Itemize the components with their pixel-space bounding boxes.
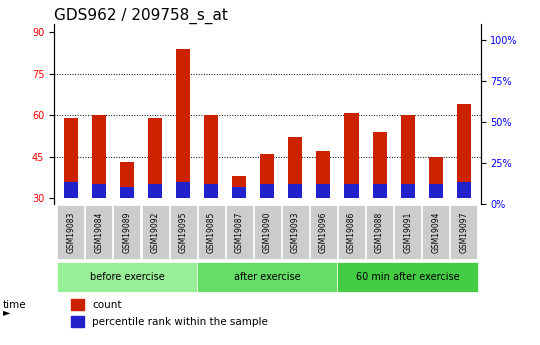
Text: count: count: [92, 300, 122, 310]
FancyBboxPatch shape: [198, 205, 225, 259]
FancyBboxPatch shape: [338, 205, 365, 259]
Bar: [120, 187, 134, 198]
Text: time: time: [3, 300, 26, 310]
FancyBboxPatch shape: [254, 205, 281, 259]
Text: GSM19083: GSM19083: [66, 211, 76, 253]
Text: GSM19091: GSM19091: [403, 211, 412, 253]
Text: GSM19084: GSM19084: [94, 211, 103, 253]
Bar: [288, 137, 302, 198]
Bar: [120, 162, 134, 198]
Text: after exercise: after exercise: [234, 272, 301, 282]
FancyBboxPatch shape: [113, 205, 140, 259]
Text: GDS962 / 209758_s_at: GDS962 / 209758_s_at: [54, 8, 228, 24]
FancyBboxPatch shape: [226, 205, 253, 259]
Text: GSM19097: GSM19097: [459, 211, 468, 253]
Bar: [316, 184, 330, 198]
Text: GSM19088: GSM19088: [375, 211, 384, 253]
Bar: [204, 184, 218, 198]
Text: 60 min after exercise: 60 min after exercise: [356, 272, 460, 282]
Bar: [71, 299, 84, 310]
Bar: [429, 157, 443, 198]
Bar: [429, 184, 443, 198]
Bar: [64, 118, 78, 198]
Text: GSM19090: GSM19090: [263, 211, 272, 253]
Text: GSM19089: GSM19089: [123, 211, 131, 253]
FancyBboxPatch shape: [170, 205, 197, 259]
Text: GSM19086: GSM19086: [347, 211, 356, 253]
Text: before exercise: before exercise: [90, 272, 164, 282]
Text: percentile rank within the sample: percentile rank within the sample: [92, 317, 268, 327]
Bar: [401, 184, 415, 198]
Bar: [345, 112, 359, 198]
Bar: [92, 115, 106, 198]
Bar: [457, 104, 471, 198]
FancyBboxPatch shape: [197, 262, 338, 292]
Text: GSM19094: GSM19094: [431, 211, 440, 253]
Text: GSM19095: GSM19095: [179, 211, 187, 253]
FancyBboxPatch shape: [57, 262, 197, 292]
Bar: [232, 187, 246, 198]
Bar: [92, 184, 106, 198]
Bar: [260, 154, 274, 198]
FancyBboxPatch shape: [394, 205, 421, 259]
Text: GSM19085: GSM19085: [207, 211, 215, 253]
Bar: [204, 115, 218, 198]
Text: ►: ►: [3, 307, 10, 317]
Bar: [148, 118, 162, 198]
FancyBboxPatch shape: [338, 262, 478, 292]
Bar: [288, 184, 302, 198]
Bar: [232, 176, 246, 198]
Bar: [373, 132, 387, 198]
FancyBboxPatch shape: [366, 205, 393, 259]
Bar: [176, 181, 190, 198]
Bar: [260, 184, 274, 198]
FancyBboxPatch shape: [310, 205, 337, 259]
FancyBboxPatch shape: [141, 205, 168, 259]
Bar: [345, 184, 359, 198]
Text: GSM19092: GSM19092: [151, 211, 159, 253]
FancyBboxPatch shape: [85, 205, 112, 259]
Text: GSM19093: GSM19093: [291, 211, 300, 253]
FancyBboxPatch shape: [422, 205, 449, 259]
Text: GSM19096: GSM19096: [319, 211, 328, 253]
FancyBboxPatch shape: [282, 205, 309, 259]
FancyBboxPatch shape: [450, 205, 477, 259]
Bar: [71, 316, 84, 327]
Bar: [401, 115, 415, 198]
Bar: [373, 184, 387, 198]
Bar: [148, 184, 162, 198]
Bar: [64, 181, 78, 198]
Bar: [457, 181, 471, 198]
FancyBboxPatch shape: [57, 205, 84, 259]
Bar: [176, 49, 190, 198]
Text: GSM19087: GSM19087: [235, 211, 244, 253]
Bar: [316, 151, 330, 198]
